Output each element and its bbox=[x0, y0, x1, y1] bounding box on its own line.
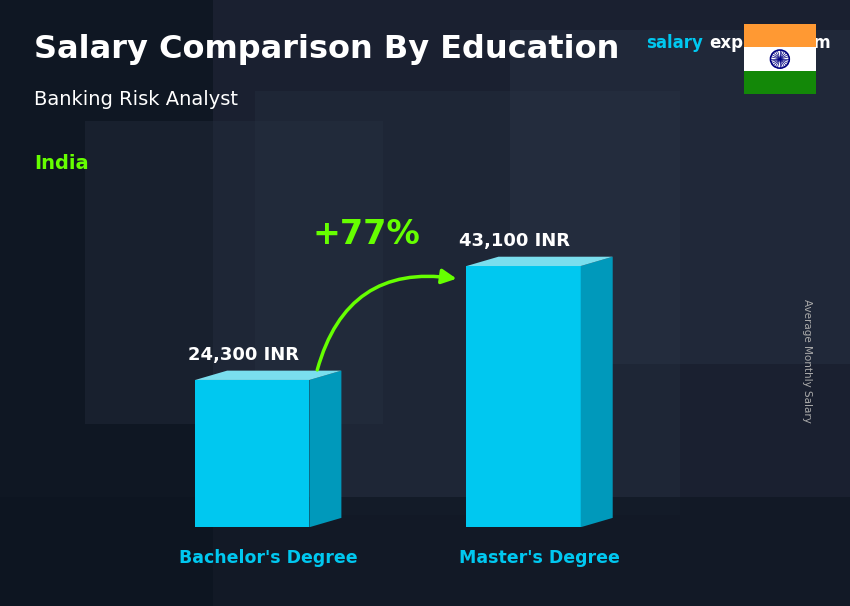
Bar bbox=[744, 71, 816, 94]
Bar bbox=[255, 91, 680, 515]
Bar bbox=[467, 266, 581, 527]
Text: Master's Degree: Master's Degree bbox=[459, 549, 620, 567]
Bar bbox=[510, 30, 850, 364]
Polygon shape bbox=[309, 371, 342, 527]
Text: explorer.com: explorer.com bbox=[710, 34, 831, 52]
Text: +77%: +77% bbox=[313, 218, 421, 251]
Text: Banking Risk Analyst: Banking Risk Analyst bbox=[34, 90, 238, 109]
Bar bbox=[0, 0, 212, 606]
Text: Salary Comparison By Education: Salary Comparison By Education bbox=[34, 34, 620, 65]
Text: 24,300 INR: 24,300 INR bbox=[188, 346, 299, 364]
Text: 43,100 INR: 43,100 INR bbox=[459, 232, 570, 250]
Text: salary: salary bbox=[646, 34, 703, 52]
Polygon shape bbox=[196, 371, 342, 380]
Bar bbox=[744, 24, 816, 47]
Text: Average Monthly Salary: Average Monthly Salary bbox=[802, 299, 813, 422]
Bar bbox=[744, 47, 816, 71]
Text: Bachelor's Degree: Bachelor's Degree bbox=[179, 549, 358, 567]
Polygon shape bbox=[467, 257, 613, 266]
Bar bbox=[0, 497, 850, 606]
Bar bbox=[196, 380, 309, 527]
Polygon shape bbox=[581, 257, 613, 527]
Bar bbox=[85, 121, 382, 424]
Text: India: India bbox=[34, 154, 88, 173]
